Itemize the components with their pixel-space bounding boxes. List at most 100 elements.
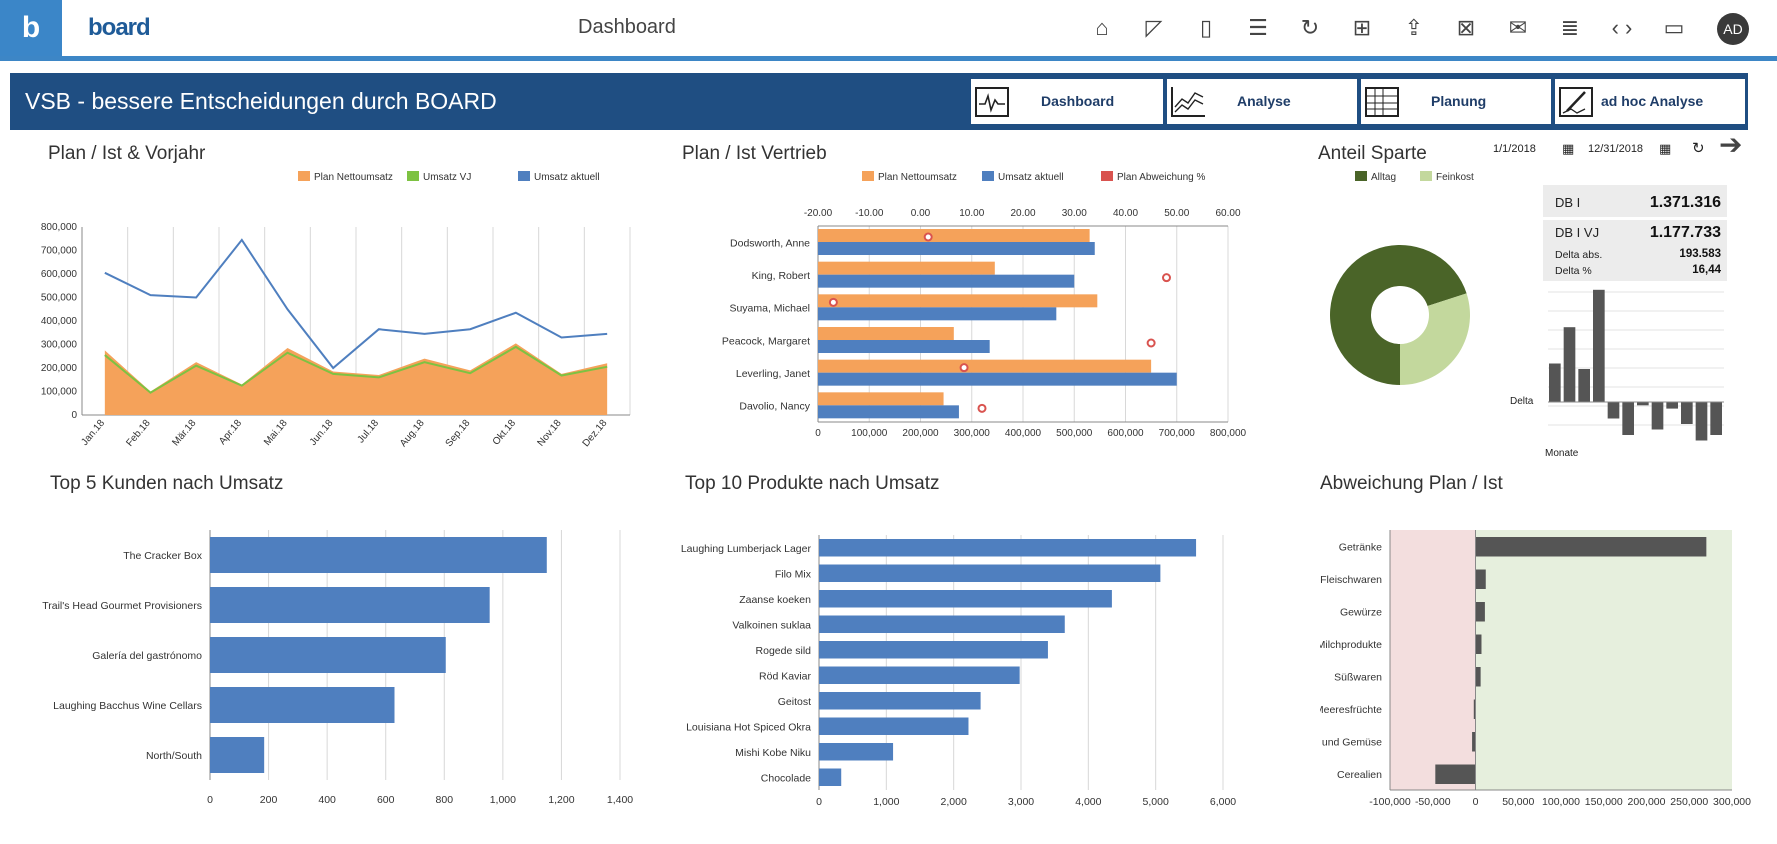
kpi-db1vj: DB I VJ 1.177.733	[1543, 221, 1727, 247]
nav-tile-dashboard[interactable]: Dashboard	[971, 79, 1163, 124]
bar-produkt	[819, 590, 1112, 608]
x2-tick-label: 50.00	[1164, 208, 1189, 219]
series-umsatz-vj	[104, 345, 608, 394]
nav-tile-analyse[interactable]: Analyse	[1167, 79, 1357, 124]
y-tick-label: Valkoinen suklaa	[732, 619, 811, 631]
x-tick-label: 1,200	[548, 794, 574, 806]
x-tick-label: Jan.18	[79, 418, 107, 448]
top-bar: b board Dashboard ⌂ ◸ ▯ ☰ ↻ ⊞ ⇪ ⊠ ✉ ≣ ‹ › ▭ AD	[0, 0, 1777, 56]
share-icon[interactable]: ⇪	[1404, 15, 1424, 40]
add-mail-icon[interactable]: ✉	[1508, 15, 1528, 40]
present-icon[interactable]: ⊞	[1352, 15, 1372, 40]
x-tick-label: 0	[815, 428, 821, 439]
bar-delta	[1695, 402, 1708, 441]
date-from[interactable]: 1/1/2018	[1493, 143, 1536, 155]
bar-produkt	[819, 641, 1048, 659]
bar-delta	[1622, 402, 1634, 435]
banner: VSB - bessere Entscheidungen durch BOARD…	[10, 73, 1748, 130]
bar-plan-nettoumsatz	[818, 261, 995, 275]
arrow-right-icon[interactable]: ➔	[1719, 129, 1743, 160]
bar-delta	[1651, 402, 1664, 430]
y-tick-label: North/South	[146, 750, 202, 762]
x-tick-label: 100,000	[1542, 796, 1580, 808]
x-tick-label: 2,000	[941, 796, 967, 808]
legend-swatch	[1101, 171, 1113, 181]
bar-abweichung	[1475, 667, 1481, 687]
series-plan-nettoumsatz	[104, 343, 608, 415]
bar-delta	[1607, 402, 1620, 419]
bar-produkt	[819, 615, 1065, 633]
y-tick-label: Peacock, Margaret	[722, 335, 810, 347]
panel-title-top10-produkte: Top 10 Produkte nach Umsatz	[685, 473, 940, 494]
legend-label: Plan Nettoumsatz	[314, 172, 393, 183]
legend-item: Umsatz aktuell	[982, 171, 1064, 183]
point-plan-abweichung	[828, 297, 838, 307]
x-tick-label: -100,000	[1369, 796, 1411, 808]
chart-abweichung: -100,000 -50,000 0 50,000 100,000 150,000 200,…	[1320, 530, 1751, 808]
mail-list-icon[interactable]: ≣	[1560, 15, 1580, 40]
x-tick-label: 1,000	[490, 794, 516, 806]
comment-icon[interactable]: ▭	[1663, 15, 1685, 40]
x-tick-label: 3,000	[1008, 796, 1034, 808]
excel-icon[interactable]: ⊠	[1456, 15, 1476, 40]
nav-tile-adhoc[interactable]: ad hoc Analyse	[1555, 79, 1745, 124]
app-logo[interactable]: b	[0, 0, 62, 56]
code-icon[interactable]: ‹ ›	[1611, 15, 1633, 40]
date-to[interactable]: 12/31/2018	[1588, 143, 1644, 155]
x-tick-label: Mai.18	[262, 418, 290, 448]
x-tick-label: 400,000	[1005, 428, 1042, 439]
dashboard-icon	[975, 86, 1009, 117]
x-tick-label: 50,000	[1502, 796, 1534, 808]
kpi-label: DB I VJ	[1555, 225, 1600, 240]
y-tick-label: Galería del gastrónomo	[92, 650, 202, 662]
x-tick-label: 200,000	[902, 428, 939, 439]
y-tick-label: Trail's Head Gourmet Provisioners	[42, 600, 202, 612]
y-tick-label: King, Robert	[752, 270, 810, 282]
y-tick-label: Milchprodukte	[1320, 639, 1382, 651]
kpi-value: 1.371.316	[1649, 194, 1721, 211]
layout-icon[interactable]: ☰	[1248, 15, 1268, 40]
design-icon[interactable]: ◸	[1145, 15, 1163, 40]
calendar-to-icon[interactable]: ▦	[1659, 141, 1672, 156]
y-tick-label: Getränke	[1339, 541, 1382, 553]
bar-delta	[1593, 289, 1605, 402]
x2-tick-label: 0.00	[911, 208, 931, 219]
refresh-icon[interactable]: ↻	[1300, 15, 1320, 40]
brand-logo: board	[88, 14, 151, 41]
nav-tile-label: Analyse	[1237, 93, 1291, 109]
avatar[interactable]: AD	[1717, 13, 1749, 45]
y-tick-label: 0	[71, 410, 77, 421]
bar-abweichung	[1475, 569, 1486, 589]
legend-swatch	[982, 171, 994, 181]
bar-plan-nettoumsatz	[818, 392, 944, 406]
x-tick-label: Apr.18	[217, 418, 244, 448]
x-tick-label: 800	[436, 794, 454, 806]
calendar-from-icon[interactable]: ▦	[1562, 141, 1575, 156]
bar-kunde	[210, 637, 446, 673]
home-icon[interactable]: ⌂	[1095, 15, 1109, 40]
x-tick-label: 5,000	[1143, 796, 1169, 808]
legend-item: Umsatz VJ	[407, 171, 471, 183]
refresh-icon[interactable]: ↻	[1692, 140, 1705, 157]
kpi-label: Delta %	[1555, 265, 1592, 277]
x-tick-label: 250,000	[1670, 796, 1708, 808]
chart-plan-ist-vertrieb: 0 100,000 200,000 300,000 400,000 500,000 600,…	[722, 208, 1247, 439]
y-tick-label: Leverling, Janet	[736, 368, 810, 380]
legend-label: Feinkost	[1436, 172, 1474, 183]
chart-top10-produkte: 0 1,000 2,000 3,000 4,000 5,000 6,000 Laughing …	[681, 535, 1236, 808]
chart-top5-kunden: 0 200 400 600 800 1,000 1,200 1,400 The Cracker …	[42, 530, 633, 806]
x2-tick-label: 30.00	[1062, 208, 1087, 219]
x-tick-label: Feb.18	[124, 418, 153, 449]
nav-tile-planung[interactable]: Planung	[1361, 79, 1551, 124]
panel-title-top5-kunden: Top 5 Kunden nach Umsatz	[50, 473, 284, 494]
x2-tick-label: -10.00	[855, 208, 884, 219]
x-tick-label: 300,000	[954, 428, 991, 439]
bar-produkt	[819, 564, 1161, 582]
legend-item: Plan Abweichung %	[1101, 171, 1205, 183]
legend-label: Alltag	[1371, 172, 1397, 183]
bar-produkt	[819, 743, 894, 761]
y-tick-label: Laughing Bacchus Wine Cellars	[53, 700, 202, 712]
x-tick-label: 100,000	[851, 428, 888, 439]
panel-icon[interactable]: ▯	[1199, 15, 1213, 40]
y-tick-label: 500,000	[41, 293, 78, 304]
